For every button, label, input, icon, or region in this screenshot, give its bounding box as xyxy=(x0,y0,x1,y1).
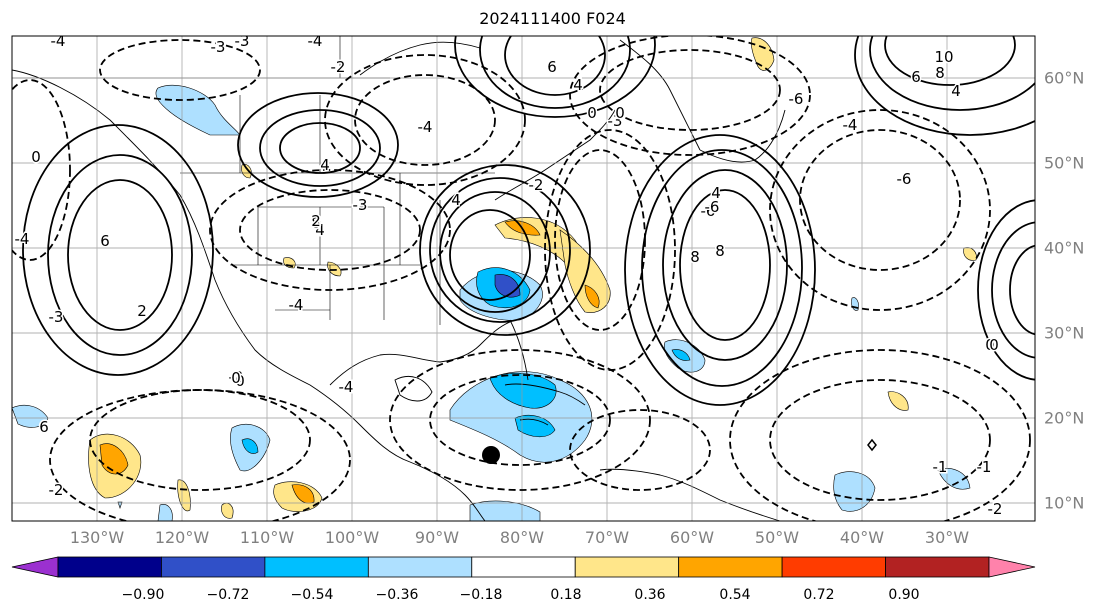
colorbar-box xyxy=(264,556,369,578)
contour-label: -4 xyxy=(843,116,858,134)
contour-label: -3 xyxy=(211,38,226,56)
colorbar-label: −0.72 xyxy=(206,587,250,603)
contour-label: 2 xyxy=(311,212,321,230)
colorbar-box xyxy=(161,556,266,578)
lat-label-20N: 20°N xyxy=(1044,408,1085,428)
contour-label: 4 xyxy=(711,184,721,202)
colorbar-label: −0.18 xyxy=(459,587,503,603)
contour-label: 0 xyxy=(985,336,995,354)
contour-label: -4 xyxy=(418,118,433,136)
colorbar-box xyxy=(367,556,473,578)
contour-label: 6 xyxy=(547,58,557,76)
lon-label-30W: 30°W xyxy=(924,528,970,547)
colorbar-label: −0.36 xyxy=(375,587,419,603)
contour-label: -2 xyxy=(529,176,544,194)
colorbar-label: −0.54 xyxy=(290,587,334,603)
lon-label-110W: 110°W xyxy=(239,528,295,547)
contour-label: -4 xyxy=(339,378,354,396)
contour-label: 4 xyxy=(951,82,961,100)
contour-label: 0 xyxy=(587,104,597,122)
colorbar xyxy=(11,556,1036,578)
contour-label: 10 xyxy=(934,48,953,66)
lat-label-60N: 60°N xyxy=(1044,68,1085,88)
lon-label-70W: 70°W xyxy=(584,528,630,547)
contour-label: 0 xyxy=(231,369,241,387)
contour-label: 8 xyxy=(935,64,945,82)
contour-label: -4 xyxy=(15,230,30,248)
colorbar-box xyxy=(574,556,680,578)
contour-label: -2 xyxy=(331,58,346,76)
contour-label: -3 xyxy=(235,32,250,50)
contour-label: 4 xyxy=(315,221,325,239)
contour-label: -3 xyxy=(49,308,64,326)
dashed-contours xyxy=(12,36,1031,521)
small-feature xyxy=(867,438,877,452)
contour-label: -1 xyxy=(977,458,992,476)
lat-label-30N: 30°N xyxy=(1044,323,1085,343)
contour-label: 0 xyxy=(989,336,999,354)
contour-label: 2 xyxy=(137,302,147,320)
map-title: 2024111400 F024 xyxy=(479,9,626,28)
colorbar-label: 0.90 xyxy=(888,587,920,603)
lat-label-40N: 40°N xyxy=(1044,238,1085,258)
colorbar-label: 0.72 xyxy=(803,587,835,603)
lat-label-10N: 10°N xyxy=(1044,493,1085,513)
colorbar-extend-low xyxy=(11,556,59,578)
lon-label-80W: 80°W xyxy=(499,528,545,547)
colorbar-label: 0.54 xyxy=(719,587,751,603)
colorbar-label: 0.36 xyxy=(634,587,666,603)
storm-center-marker xyxy=(482,446,500,464)
contour-label: 0 xyxy=(235,372,245,390)
contour-label: -4 xyxy=(51,32,66,50)
contour-label: -3 xyxy=(353,196,368,214)
contour-label: -2 xyxy=(229,368,244,386)
colorbar-box xyxy=(57,556,162,578)
colorbar-label: −0.90 xyxy=(121,587,165,603)
lat-label-50N: 50°N xyxy=(1044,153,1085,173)
contour-label: -4 xyxy=(289,296,304,314)
contour-label: 4 xyxy=(320,156,330,174)
lon-label-90W: 90°W xyxy=(414,528,460,547)
contour-label: 6 xyxy=(39,418,49,436)
colorbar-label: 0.18 xyxy=(550,587,582,603)
map-frame xyxy=(11,35,1036,522)
contour-label: -6 xyxy=(701,202,716,220)
contour-label: 8 xyxy=(311,214,321,232)
colorbar-extend-high xyxy=(988,556,1036,578)
state-borders xyxy=(12,36,495,325)
contour-label: 4 xyxy=(451,191,461,209)
colorbar-box xyxy=(885,556,990,578)
colorbar-box xyxy=(471,556,576,578)
contour-label: 0 xyxy=(31,148,41,166)
contour-label: -1 xyxy=(933,458,948,476)
contour-label: 6 xyxy=(911,68,921,86)
colorbar-box xyxy=(781,556,886,578)
contour-label: -3 xyxy=(608,112,623,130)
contour-label: 0 xyxy=(615,104,625,122)
contour-label: -6 xyxy=(789,90,804,108)
lon-label-100W: 100°W xyxy=(324,528,380,547)
contour-label: -2 xyxy=(49,481,64,499)
contour-label: -6 xyxy=(705,198,720,216)
contour-label: -6 xyxy=(897,170,912,188)
contour-label: 6 xyxy=(100,232,110,250)
contour-label: -4 xyxy=(308,32,323,50)
contour-label: -2 xyxy=(988,500,1003,518)
lon-label-130W: 130°W xyxy=(69,528,125,547)
lon-label-40W: 40°W xyxy=(839,528,885,547)
contour-label: 8 xyxy=(715,242,725,260)
lon-label-120W: 120°W xyxy=(154,528,210,547)
contour-label: 8 xyxy=(690,248,700,266)
contour-label: 4 xyxy=(573,76,583,94)
lon-label-60W: 60°W xyxy=(669,528,715,547)
colorbar-box xyxy=(678,556,783,578)
lon-label-50W: 50°W xyxy=(754,528,800,547)
gridlines xyxy=(12,36,1035,521)
